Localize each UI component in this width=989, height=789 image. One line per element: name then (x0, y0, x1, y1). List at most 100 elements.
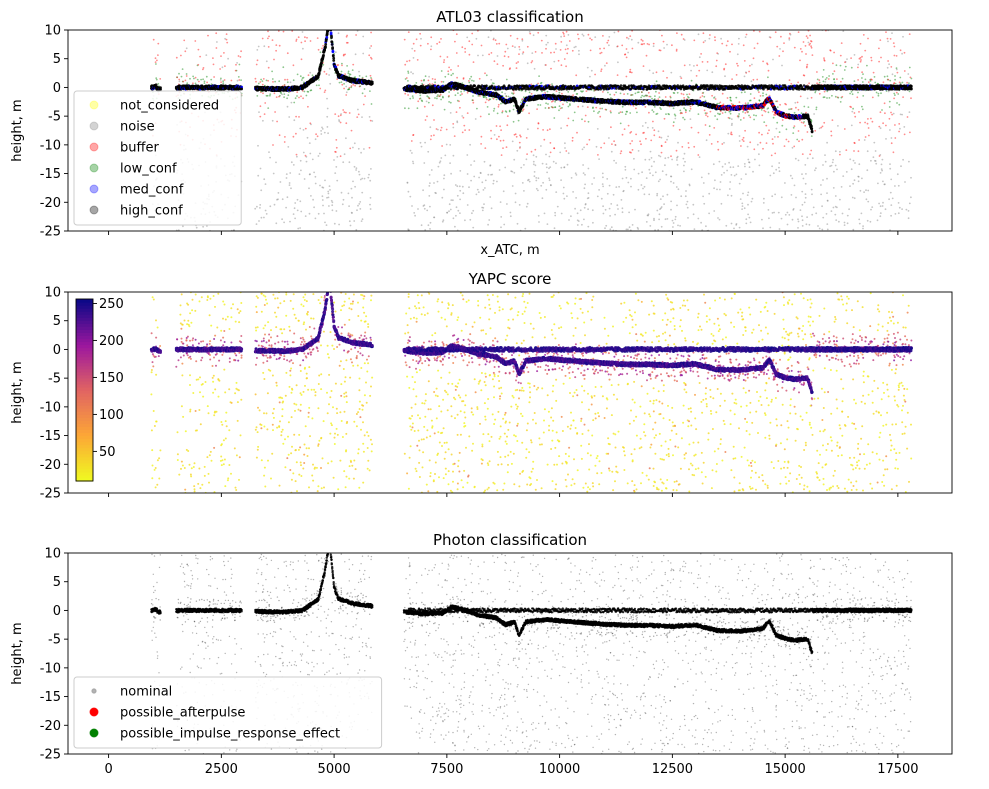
data-point (651, 97, 653, 100)
data-point (565, 44, 568, 47)
data-point (480, 44, 483, 47)
data-point (651, 109, 654, 111)
data-point (736, 115, 739, 118)
data-point (182, 80, 185, 83)
data-point (630, 177, 632, 180)
data-point (841, 95, 844, 98)
data-point (537, 31, 540, 34)
data-point (810, 40, 812, 42)
data-point (288, 182, 291, 184)
data-point (888, 198, 890, 201)
data-point (851, 110, 854, 113)
data-point (516, 222, 519, 225)
data-point (352, 146, 354, 149)
data-point (502, 139, 505, 142)
data-point (334, 113, 337, 115)
data-point (474, 118, 477, 120)
data-point (488, 113, 490, 116)
data-point (650, 157, 653, 159)
data-point (616, 74, 619, 76)
data-point (460, 90, 462, 93)
data-point (447, 95, 450, 98)
data-point (879, 111, 882, 114)
data-point (659, 49, 662, 52)
data-point (675, 48, 678, 51)
data-point (670, 155, 672, 158)
data-point (806, 157, 809, 160)
data-point (625, 228, 628, 231)
data-point (727, 132, 730, 135)
data-point (843, 128, 846, 130)
data-point (301, 31, 304, 33)
data-point (857, 180, 860, 183)
data-point (729, 50, 731, 53)
data-point (542, 181, 544, 184)
data-point (443, 177, 445, 180)
data-point (275, 161, 277, 164)
data-point (893, 82, 895, 85)
data-point (617, 30, 620, 33)
data-point (797, 31, 800, 33)
data-point (329, 189, 331, 191)
data-point (526, 153, 528, 156)
data-point (693, 65, 695, 67)
data-point (883, 102, 886, 105)
data-point (553, 227, 556, 230)
data-point (741, 205, 744, 208)
data-point (567, 47, 569, 50)
data-point (236, 79, 239, 82)
data-point (239, 56, 242, 58)
data-point (680, 195, 683, 198)
data-point (599, 107, 602, 110)
data-point (903, 133, 906, 136)
data-point (500, 102, 502, 105)
data-point (702, 182, 705, 184)
data-point (647, 214, 649, 217)
data-point (627, 124, 630, 127)
data-point (500, 226, 502, 229)
data-point (679, 75, 682, 78)
data-point (801, 215, 803, 218)
data-point (878, 125, 881, 128)
data-point (614, 144, 617, 146)
data-point (181, 80, 184, 83)
data-point (868, 134, 870, 137)
data-point (336, 179, 339, 182)
data-point (364, 95, 366, 97)
data-point (729, 181, 732, 183)
data-point (620, 199, 623, 201)
data-point (355, 34, 357, 36)
data-point (584, 203, 587, 206)
data-point (644, 94, 647, 97)
data-point (861, 108, 864, 111)
data-point (427, 101, 430, 104)
data-point (312, 198, 314, 201)
data-point (737, 43, 740, 45)
data-point (281, 198, 284, 201)
data-point (594, 36, 597, 38)
data-point (653, 83, 656, 85)
data-point (765, 93, 768, 96)
data-point (449, 101, 452, 104)
data-point (613, 31, 616, 34)
data-point (560, 166, 563, 169)
data-point (626, 110, 628, 113)
data-point (326, 107, 329, 110)
data-point (796, 138, 799, 141)
data-point (299, 227, 301, 229)
data-point (303, 90, 306, 93)
data-point (857, 66, 859, 69)
data-point (886, 75, 889, 78)
data-point (314, 138, 317, 141)
data-point (560, 127, 562, 130)
data-point (672, 182, 675, 184)
data-point (740, 145, 742, 147)
data-point (879, 212, 882, 215)
data-point (597, 112, 599, 114)
data-point (861, 177, 863, 180)
data-point (814, 90, 817, 92)
data-point (852, 107, 854, 110)
data-point (578, 49, 580, 52)
data-point (857, 150, 860, 153)
data-point (629, 71, 631, 73)
